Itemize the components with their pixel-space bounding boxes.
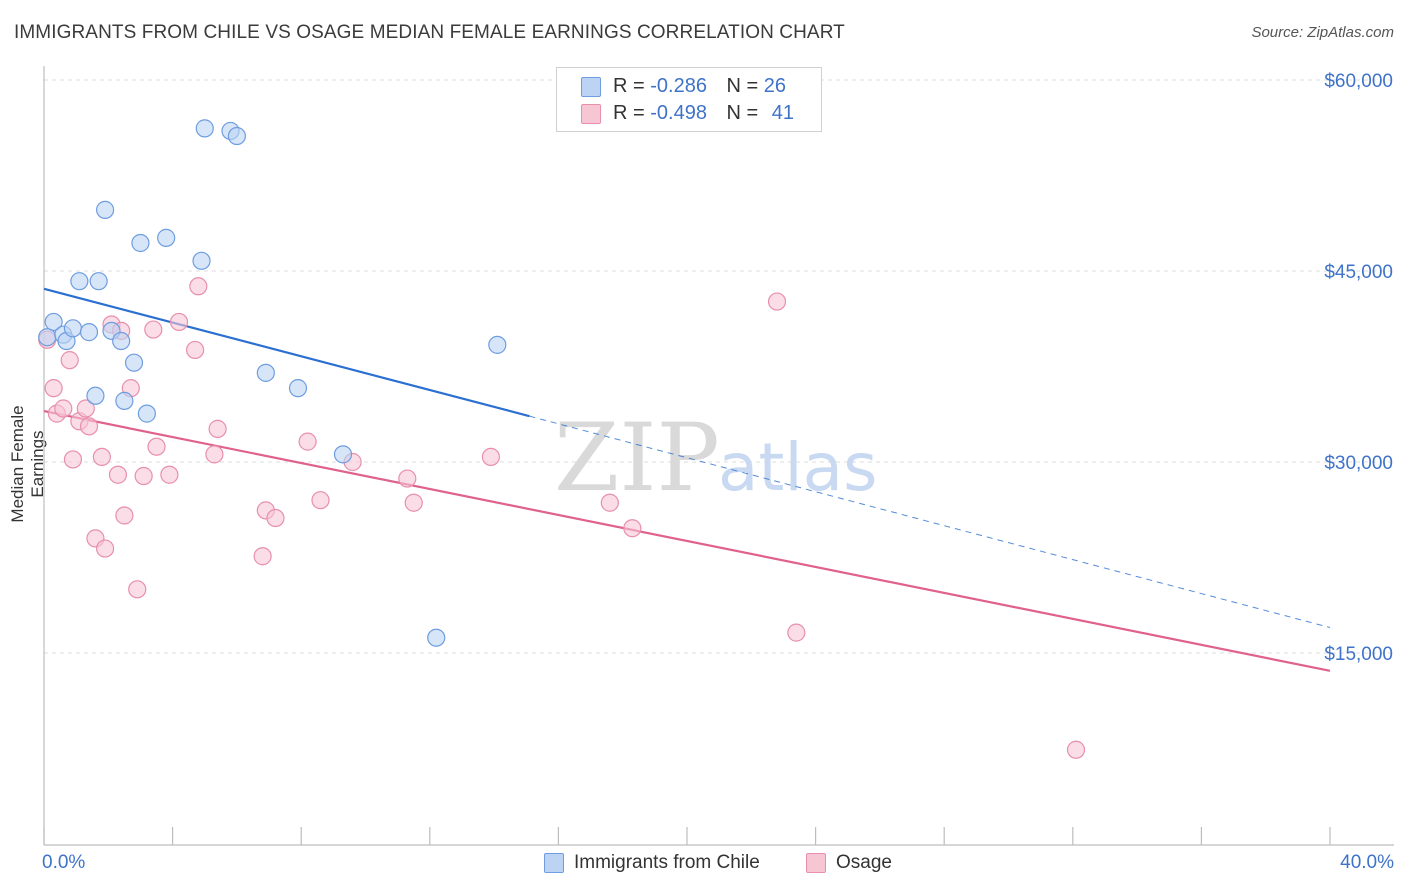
data-point-osage bbox=[189, 277, 208, 296]
data-point-chile bbox=[86, 386, 105, 405]
data-point-osage bbox=[404, 493, 423, 512]
x-tick-label-min: 0.0% bbox=[42, 852, 86, 873]
data-point-osage bbox=[63, 450, 83, 469]
legend-n-label: N = bbox=[726, 102, 759, 124]
y-tick-label: $30,000 bbox=[1324, 453, 1393, 474]
data-point-osage bbox=[208, 419, 227, 438]
data-point-osage bbox=[481, 447, 500, 467]
data-point-chile bbox=[333, 445, 353, 464]
data-point-chile bbox=[112, 331, 131, 351]
legend-item-label: Osage bbox=[836, 852, 892, 873]
data-point-osage bbox=[1066, 740, 1086, 759]
legend-n-value: 41 bbox=[771, 102, 795, 124]
data-point-chile bbox=[227, 126, 246, 146]
data-point-osage bbox=[79, 417, 99, 436]
data-point-chile bbox=[44, 312, 63, 332]
data-point-chile bbox=[256, 363, 275, 382]
legend-r-value: -0.498 bbox=[650, 102, 707, 124]
data-point-osage bbox=[144, 320, 163, 339]
data-point-chile bbox=[89, 272, 108, 291]
data-point-chile bbox=[137, 404, 156, 423]
y-tick-label: $60,000 bbox=[1324, 71, 1393, 92]
legend-r-value: -0.286 bbox=[650, 75, 707, 97]
legend-swatch-pink bbox=[806, 852, 826, 873]
data-point-chile bbox=[488, 335, 507, 354]
data-point-osage bbox=[623, 519, 642, 538]
data-point-osage bbox=[186, 340, 205, 360]
data-point-osage bbox=[160, 465, 179, 484]
y-tick-label: $45,000 bbox=[1324, 262, 1393, 283]
trend-line-chile-extrapolated bbox=[529, 415, 1331, 629]
data-point-osage bbox=[398, 469, 417, 488]
data-point-osage bbox=[253, 547, 272, 566]
data-point-osage bbox=[115, 506, 134, 525]
trend-line-chile bbox=[43, 287, 530, 418]
data-point-chile bbox=[192, 251, 211, 270]
y-tick-labels: $15,000 $30,000 $45,000 $60,000 bbox=[1324, 71, 1393, 665]
data-point-chile bbox=[115, 391, 134, 410]
data-point-osage bbox=[76, 399, 95, 418]
legend-row-chile: R = -0.286 N = 26 bbox=[581, 75, 786, 103]
watermark-zip: ZIP bbox=[554, 404, 720, 513]
data-point-chile bbox=[195, 119, 214, 138]
data-points bbox=[38, 119, 1086, 759]
legend-swatch-blue bbox=[581, 76, 601, 97]
data-point-osage bbox=[298, 432, 317, 451]
watermark: ZIP atlas bbox=[554, 404, 878, 513]
data-point-chile bbox=[288, 379, 308, 398]
data-point-osage bbox=[600, 493, 619, 512]
data-point-osage bbox=[60, 351, 79, 370]
data-point-chile bbox=[95, 200, 115, 219]
data-point-osage bbox=[95, 539, 115, 558]
data-point-osage bbox=[266, 508, 285, 528]
data-point-chile bbox=[131, 233, 150, 253]
data-point-osage bbox=[92, 447, 111, 467]
data-point-osage bbox=[128, 580, 147, 599]
data-point-chile bbox=[79, 323, 99, 342]
data-point-chile bbox=[157, 228, 176, 247]
data-point-osage bbox=[767, 292, 787, 311]
legend-item-chile[interactable]: Immigrants from Chile bbox=[544, 852, 760, 874]
legend-swatch-pink bbox=[581, 103, 601, 124]
legend-r-label: R = bbox=[613, 102, 645, 124]
chart-title: IMMIGRANTS FROM CHILE VS OSAGE MEDIAN FE… bbox=[14, 22, 845, 43]
data-point-osage bbox=[44, 379, 63, 398]
legend-n-label: N = bbox=[726, 75, 759, 97]
data-point-osage bbox=[147, 437, 166, 456]
trend-line-osage bbox=[43, 409, 1331, 672]
data-point-osage bbox=[787, 623, 806, 642]
data-point-chile bbox=[70, 272, 89, 291]
source-label: Source: ZipAtlas.com bbox=[1251, 24, 1394, 41]
data-point-osage bbox=[311, 491, 330, 510]
grid-lines bbox=[44, 79, 1394, 654]
data-point-osage bbox=[169, 312, 189, 332]
data-point-osage bbox=[134, 466, 153, 486]
series-legend: Immigrants from Chile Osage bbox=[0, 850, 1406, 880]
data-point-chile bbox=[38, 328, 57, 347]
legend-n-value: 26 bbox=[763, 75, 787, 97]
x-tick-label-max: 40.0% bbox=[1340, 852, 1394, 873]
stats-legend: R = -0.286 N = 26 R = -0.498 N = 41 bbox=[556, 67, 822, 132]
data-point-chile bbox=[124, 353, 144, 372]
data-point-chile bbox=[427, 628, 446, 647]
data-point-osage bbox=[108, 465, 128, 484]
legend-item-osage[interactable]: Osage bbox=[806, 852, 892, 874]
data-point-chile bbox=[63, 319, 83, 338]
legend-swatch-blue bbox=[544, 852, 564, 873]
legend-item-label: Immigrants from Chile bbox=[574, 852, 760, 873]
axes bbox=[43, 66, 1394, 846]
trend-lines bbox=[43, 287, 1331, 672]
legend-r-label: R = bbox=[613, 75, 645, 97]
data-point-osage bbox=[205, 445, 224, 464]
y-tick-label: $15,000 bbox=[1324, 644, 1393, 665]
data-point-osage bbox=[54, 399, 73, 418]
legend-row-osage: R = -0.498 N = 41 bbox=[581, 102, 794, 130]
watermark-atlas: atlas bbox=[718, 429, 878, 506]
